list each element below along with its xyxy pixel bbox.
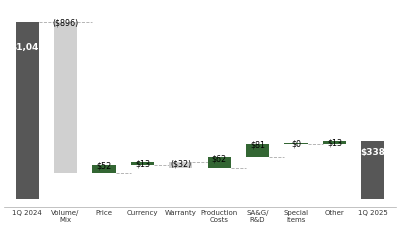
Text: $13: $13 — [327, 138, 342, 147]
Bar — [323, 141, 346, 144]
Text: $52: $52 — [96, 162, 112, 170]
Text: ($32): ($32) — [170, 159, 192, 168]
Text: $338: $338 — [360, 148, 385, 157]
Text: $62: $62 — [212, 154, 227, 163]
Bar — [246, 144, 269, 157]
Text: $13: $13 — [135, 159, 150, 168]
Bar — [16, 22, 39, 199]
Text: $81: $81 — [250, 141, 265, 150]
Bar — [131, 163, 154, 165]
Bar — [54, 22, 77, 173]
Bar — [361, 141, 384, 199]
Text: $1,045: $1,045 — [10, 43, 44, 52]
Bar — [284, 143, 308, 144]
Text: ($896): ($896) — [52, 19, 79, 28]
Text: $0: $0 — [291, 140, 301, 149]
Bar — [92, 165, 116, 173]
Bar — [169, 163, 192, 168]
Bar — [208, 157, 231, 168]
